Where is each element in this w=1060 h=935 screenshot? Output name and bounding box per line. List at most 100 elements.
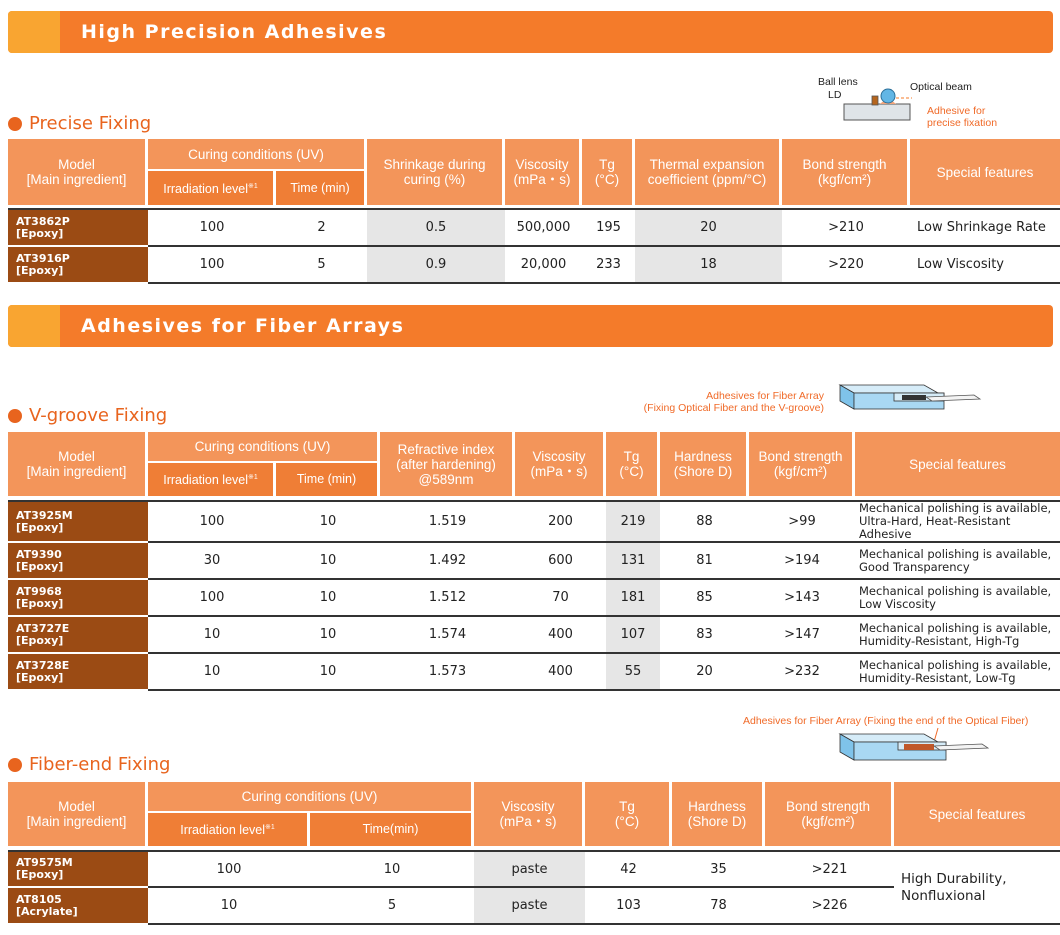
ld-label: LD bbox=[828, 89, 842, 101]
model-cell: AT3728E [Epoxy] bbox=[8, 654, 148, 691]
model-cell: AT8105 [Acrylate] bbox=[8, 888, 148, 925]
feature-cell: Mechanical polishing is available, Ultra-… bbox=[855, 502, 1060, 543]
viscosity-cell: 500,000 bbox=[505, 210, 582, 247]
feature-cell: Mechanical polishing is available, Humidi… bbox=[855, 654, 1060, 691]
precise-fixing-table: Model [Main ingredient] Curing conditions… bbox=[8, 139, 1060, 284]
tg-cell: 42 bbox=[585, 852, 672, 888]
fiber-array-vgroove-label: Adhesives for Fiber Array (Fixing Optical… bbox=[643, 390, 824, 414]
feature-cell: Low Viscosity bbox=[910, 247, 1060, 284]
hardness-cell: 35 bbox=[672, 852, 765, 888]
model-cell: AT3925M [Epoxy] bbox=[8, 502, 148, 543]
section-banner-high-precision: High Precision Adhesives bbox=[8, 11, 1053, 53]
table-row: AT9575M [Epoxy] 100 10 paste 42 35 >221 H… bbox=[8, 852, 1060, 925]
vgroove-fixing-table: Model [Main ingredient] Curing conditions… bbox=[8, 432, 1060, 691]
table-row: AT3916P [Epoxy] 100 5 0.9 20,000 233 18 >… bbox=[8, 247, 1060, 284]
header-viscosity: Viscosity (mPa・s) bbox=[474, 782, 585, 846]
header-viscosity: Viscosity (mPa・s) bbox=[505, 139, 582, 205]
header-irradiation: Irradiation level※1 bbox=[148, 169, 276, 205]
irradiation-cell: 100 bbox=[148, 247, 276, 284]
optical-beam-label: Optical beam bbox=[910, 81, 972, 93]
header-bond: Bond strength (kgf/cm²) bbox=[749, 432, 855, 496]
irradiation-cell: 10 bbox=[148, 617, 276, 654]
header-irradiation: Irradiation level※1 bbox=[148, 461, 276, 496]
table-row: AT8105 [Acrylate] 10 5 paste 103 78 >226 bbox=[8, 888, 1060, 925]
cte-cell: 18 bbox=[635, 247, 782, 284]
header-features: Special features bbox=[910, 139, 1060, 205]
irradiation-cell: 10 bbox=[148, 888, 310, 925]
fiber-end-fixing-table: Model [Main ingredient] Curing conditions… bbox=[8, 782, 1060, 925]
header-shrinkage: Shrinkage during curing (%) bbox=[367, 139, 505, 205]
bond-cell: >99 bbox=[749, 502, 855, 543]
viscosity-cell: paste bbox=[474, 888, 585, 925]
tg-cell: 103 bbox=[585, 888, 672, 925]
header-viscosity: Viscosity (mPa・s) bbox=[515, 432, 606, 496]
time-cell: 10 bbox=[310, 852, 474, 888]
header-tg: Tg (°C) bbox=[582, 139, 635, 205]
bullet-dot-icon bbox=[8, 408, 22, 423]
model-cell: AT9390 [Epoxy] bbox=[8, 543, 148, 580]
bond-cell: >226 bbox=[765, 888, 894, 925]
banner-accent bbox=[8, 305, 60, 347]
refractive-index-cell: 1.512 bbox=[380, 580, 515, 617]
model-cell: AT3727E [Epoxy] bbox=[8, 617, 148, 654]
model-cell: AT3862P [Epoxy] bbox=[8, 210, 148, 247]
header-time: Time (min) bbox=[276, 461, 380, 496]
ball-lens-label: Ball lens bbox=[818, 76, 858, 88]
shrinkage-cell: 0.9 bbox=[367, 247, 505, 284]
tg-cell: 233 bbox=[582, 247, 635, 284]
header-hardness: Hardness (Shore D) bbox=[660, 432, 749, 496]
model-cell: AT3916P [Epoxy] bbox=[8, 247, 148, 284]
hardness-cell: 78 bbox=[672, 888, 765, 925]
refractive-index-cell: 1.574 bbox=[380, 617, 515, 654]
header-tg: Tg (°C) bbox=[606, 432, 660, 496]
header-irradiation: Irradiation level※1 bbox=[148, 811, 310, 846]
header-hardness: Hardness (Shore D) bbox=[672, 782, 765, 846]
refractive-index-cell: 1.573 bbox=[380, 654, 515, 691]
irradiation-cell: 100 bbox=[148, 502, 276, 543]
tg-cell: 195 bbox=[582, 210, 635, 247]
bond-cell: >147 bbox=[749, 617, 855, 654]
model-cell: AT9968 [Epoxy] bbox=[8, 580, 148, 617]
irradiation-cell: 100 bbox=[148, 580, 276, 617]
header-curing: Curing conditions (UV) bbox=[148, 432, 380, 461]
model-cell: AT9575M [Epoxy] bbox=[8, 852, 148, 888]
viscosity-cell: 20,000 bbox=[505, 247, 582, 284]
time-cell: 10 bbox=[276, 580, 380, 617]
section-banner-fiber-arrays: Adhesives for Fiber Arrays bbox=[8, 305, 1053, 347]
bond-cell: >143 bbox=[749, 580, 855, 617]
hardness-cell: 81 bbox=[660, 543, 749, 580]
feature-cell: Mechanical polishing is available, Humidi… bbox=[855, 617, 1060, 654]
section-heading-precise: Precise Fixing bbox=[8, 113, 151, 134]
table-row: AT3862P [Epoxy] 100 2 0.5 500,000 195 20 … bbox=[8, 210, 1060, 247]
shrinkage-cell: 0.5 bbox=[367, 210, 505, 247]
viscosity-cell: 70 bbox=[515, 580, 606, 617]
tg-cell: 181 bbox=[606, 580, 660, 617]
fiber-end-label: Adhesives for Fiber Array (Fixing the en… bbox=[743, 715, 1029, 727]
bond-cell: >194 bbox=[749, 543, 855, 580]
time-cell: 2 bbox=[276, 210, 367, 247]
bond-cell: >220 bbox=[782, 247, 910, 284]
banner-accent bbox=[8, 11, 60, 53]
bullet-dot-icon bbox=[8, 757, 22, 772]
section-heading-fiberend: Fiber-end Fixing bbox=[8, 754, 170, 775]
table-row: AT3727E [Epoxy] 10 10 1.574 400 107 83 >1… bbox=[8, 617, 1060, 654]
header-time: Time (min) bbox=[276, 169, 367, 205]
bond-cell: >210 bbox=[782, 210, 910, 247]
time-cell: 10 bbox=[276, 654, 380, 691]
time-cell: 5 bbox=[310, 888, 474, 925]
banner-title: Adhesives for Fiber Arrays bbox=[81, 315, 405, 337]
header-model: Model [Main ingredient] bbox=[8, 139, 148, 205]
hardness-cell: 20 bbox=[660, 654, 749, 691]
header-features: Special features bbox=[894, 782, 1060, 846]
header-bond: Bond strength (kgf/cm²) bbox=[782, 139, 910, 205]
refractive-index-cell: 1.519 bbox=[380, 502, 515, 543]
feature-cell: Mechanical polishing is available, Low Vi… bbox=[855, 580, 1060, 617]
header-curing: Curing conditions (UV) bbox=[148, 139, 367, 169]
header-curing: Curing conditions (UV) bbox=[148, 782, 474, 811]
viscosity-cell: 400 bbox=[515, 617, 606, 654]
irradiation-cell: 100 bbox=[148, 852, 310, 888]
feature-cell: Low Shrinkage Rate bbox=[910, 210, 1060, 247]
bullet-dot-icon bbox=[8, 116, 22, 131]
header-refractive-index: Refractive index (after hardening) @589nm bbox=[380, 432, 515, 496]
irradiation-cell: 100 bbox=[148, 210, 276, 247]
